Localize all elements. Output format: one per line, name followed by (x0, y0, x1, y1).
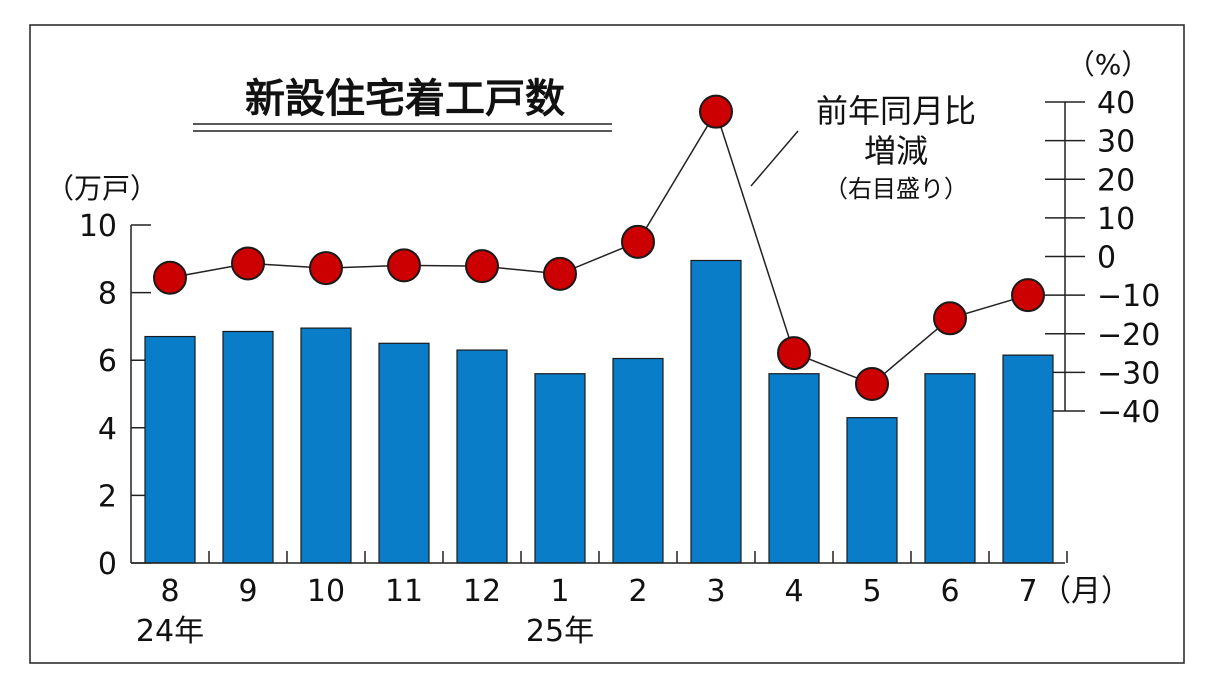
bar (534, 373, 586, 564)
line-point (543, 256, 577, 291)
bar (924, 373, 976, 564)
line-point (621, 224, 655, 259)
x-tick-label: 2 (628, 574, 647, 609)
left-tick-label: 6 (98, 344, 117, 379)
annotation-line2: 増減 (864, 132, 928, 170)
left-tick-label: 2 (98, 479, 117, 514)
x-tick-label: 1 (550, 574, 569, 609)
annotation-line3: （右目盛り） (824, 175, 968, 203)
left-tick-label: 4 (98, 412, 117, 447)
right-tick-label: 30 (1097, 125, 1135, 160)
year-label: 25年 (526, 614, 594, 649)
bar (300, 327, 352, 564)
bar (144, 335, 196, 564)
line-point (465, 249, 499, 284)
left-axis-unit: （万戸） (46, 172, 158, 205)
chart-frame (29, 24, 1185, 664)
line-point (1011, 278, 1045, 313)
annotation-line1: 前年同月比 (816, 92, 976, 130)
x-tick-label: 4 (784, 574, 803, 609)
bar (378, 342, 430, 564)
x-tick-label: 12 (463, 574, 501, 609)
bar (612, 357, 664, 564)
bar (456, 349, 508, 564)
x-axis-unit: （月） (1041, 574, 1131, 609)
line-point (231, 246, 265, 281)
right-tick-label: −10 (1097, 279, 1160, 314)
x-tick-label: 3 (706, 574, 725, 609)
x-tick-label: 8 (160, 574, 179, 609)
annotation-leader (750, 130, 799, 187)
bar (768, 373, 820, 564)
x-tick-label: 11 (385, 574, 423, 609)
chart-title: 新設住宅着工戸数 (245, 76, 565, 122)
x-tick-label: 9 (238, 574, 257, 609)
line-point (153, 260, 187, 295)
bar (690, 259, 742, 564)
right-tick-label: 40 (1097, 86, 1135, 121)
bar-series (144, 259, 1054, 564)
right-tick-label: 0 (1097, 241, 1116, 276)
x-tick-label: 5 (862, 574, 881, 609)
left-tick-label: 8 (98, 277, 117, 312)
bar (1002, 354, 1054, 564)
line-point (387, 248, 421, 283)
line-point (855, 366, 889, 401)
x-tick-label: 6 (940, 574, 959, 609)
right-tick-label: 10 (1097, 202, 1135, 237)
right-tick-label: −40 (1097, 395, 1160, 430)
right-axis-unit: （%） (1067, 48, 1150, 81)
x-tick-label: 7 (1018, 574, 1037, 609)
year-label: 24年 (136, 614, 204, 649)
left-tick-label: 10 (79, 209, 117, 244)
right-tick-label: −20 (1097, 318, 1160, 353)
bar (222, 330, 274, 564)
line-point (309, 251, 343, 286)
x-tick-label: 10 (307, 574, 345, 609)
left-axis: 0 2 4 6 8 10 (79, 209, 151, 582)
line-point (699, 94, 733, 129)
right-tick-label: 20 (1097, 163, 1135, 198)
line-point (777, 336, 811, 371)
right-tick-label: −30 (1097, 356, 1160, 391)
left-tick-label: 0 (98, 547, 117, 582)
line-point (933, 301, 967, 336)
line-series (153, 94, 1045, 401)
bar (846, 417, 898, 564)
